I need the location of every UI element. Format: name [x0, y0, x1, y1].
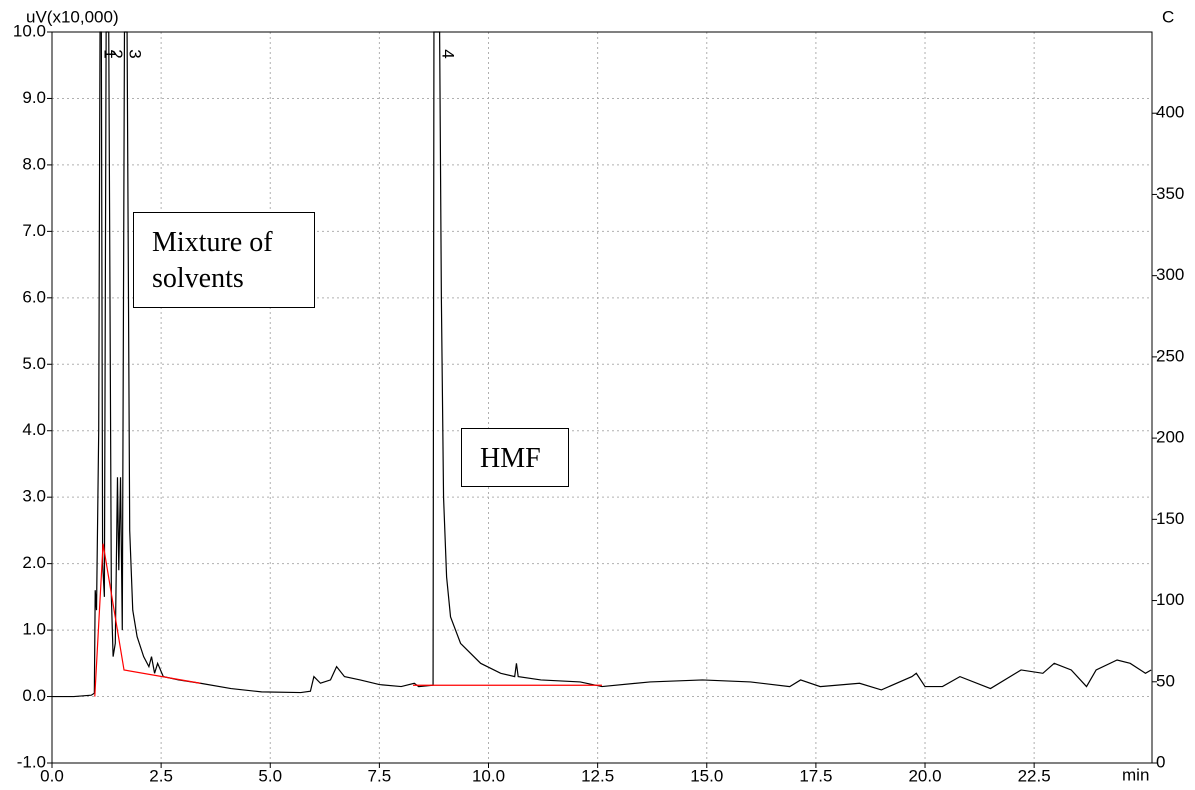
y2-tick-label: 0 — [1156, 752, 1165, 771]
x-tick-label: 10.0 — [472, 766, 505, 785]
x-tick-label: 22.5 — [1018, 766, 1051, 785]
x-tick-label: 15.0 — [690, 766, 723, 785]
y2-tick-label: 300 — [1156, 265, 1184, 284]
y2-tick-label: 200 — [1156, 428, 1184, 447]
x-axis-label: min — [1122, 765, 1149, 784]
peak-label: 2 — [107, 49, 126, 58]
y-tick-label: 2.0 — [22, 553, 46, 572]
peak-label: 4 — [438, 49, 457, 58]
signal-line — [52, 31, 1152, 698]
y-axis-label: uV(x10,000) — [26, 7, 119, 26]
y-tick-label: 1.0 — [22, 620, 46, 639]
y-tick-label: 0.0 — [22, 686, 46, 705]
y-tick-label: 9.0 — [22, 88, 46, 107]
y-tick-label: 4.0 — [22, 420, 46, 439]
y2-tick-label: 400 — [1156, 103, 1184, 122]
y-tick-label: -1.0 — [17, 752, 46, 771]
y2-tick-label: 350 — [1156, 184, 1184, 203]
x-tick-label: 7.5 — [368, 766, 392, 785]
y2-tick-label: 150 — [1156, 509, 1184, 528]
y2-tick-label: 50 — [1156, 671, 1175, 690]
y-tick-label: 3.0 — [22, 487, 46, 506]
y-tick-label: 5.0 — [22, 354, 46, 373]
y-tick-label: 7.0 — [22, 221, 46, 240]
y-tick-label: 8.0 — [22, 154, 46, 173]
y2-tick-label: 100 — [1156, 590, 1184, 609]
x-tick-label: 20.0 — [908, 766, 941, 785]
x-tick-label: 17.5 — [799, 766, 832, 785]
y-tick-label: 10.0 — [13, 21, 46, 40]
y2-axis-label: C — [1162, 7, 1174, 26]
annotation-box: Mixture of solvents — [133, 212, 315, 308]
plot-frame — [51, 31, 1153, 764]
baseline-line — [94, 543, 201, 697]
y2-tick-label: 250 — [1156, 346, 1184, 365]
x-tick-label: 12.5 — [581, 766, 614, 785]
x-tick-label: 0.0 — [40, 766, 64, 785]
peak-label: 3 — [125, 49, 144, 58]
y-tick-label: 6.0 — [22, 287, 46, 306]
x-tick-label: 5.0 — [258, 766, 282, 785]
x-tick-label: 2.5 — [149, 766, 173, 785]
annotation-box: HMF — [461, 428, 569, 487]
peak-label: 1 — [100, 49, 119, 58]
